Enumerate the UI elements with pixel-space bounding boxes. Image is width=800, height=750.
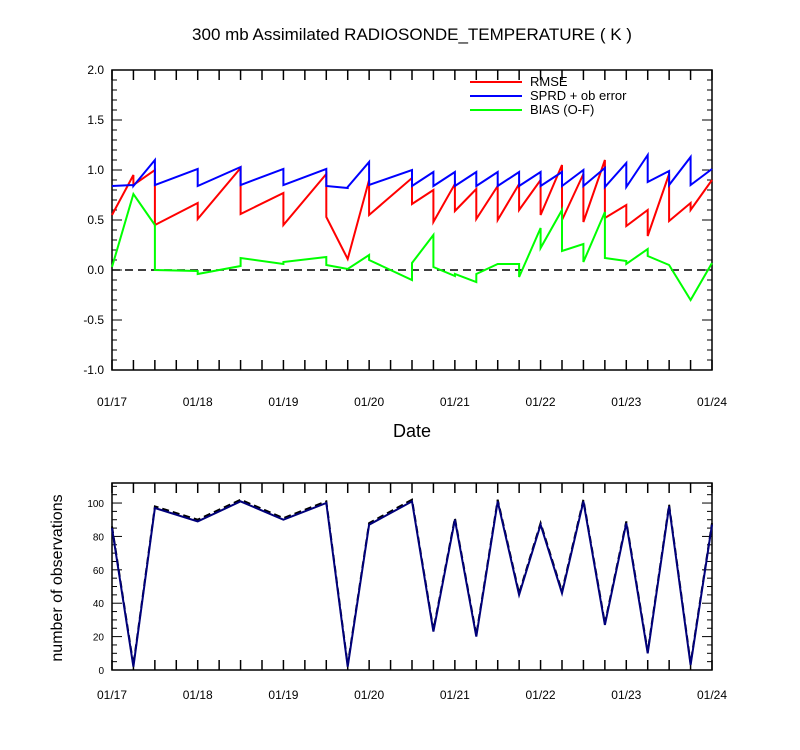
y-tick-label: 1.5 [87, 113, 104, 127]
y-tick-label: 100 [87, 499, 104, 510]
x-tick-label: 01/24 [697, 688, 727, 702]
x-tick-label: 01/19 [268, 395, 298, 409]
bottom-panel: 0 20 40 60 80 100 01/17 01/18 01/19 01/20 01/21 01/… [87, 482, 727, 702]
x-axis-title: Date [393, 421, 431, 441]
x-tick-label: 01/22 [526, 395, 556, 409]
y-tick-label: -0.5 [83, 313, 104, 327]
x-tick-label: 01/17 [97, 395, 127, 409]
x-tick-label: 01/20 [354, 395, 384, 409]
x-tick-label: 01/21 [440, 395, 470, 409]
top-panel: -1.0 -0.5 0.0 0.5 1.0 1.5 2.0 01/17 01/18 01/19 01… [83, 63, 727, 409]
observations-line-dashed [111, 498, 713, 666]
y-tick-label: -1.0 [83, 363, 104, 377]
series-line-sprd-ob-error [111, 151, 713, 191]
x-tick-label: 01/18 [183, 395, 213, 409]
y-tick-label: 0 [98, 666, 104, 677]
x-tick-label: 01/22 [526, 688, 556, 702]
x-tick-label: 01/23 [611, 395, 641, 409]
x-tick-label: 01/23 [611, 688, 641, 702]
x-tick-label: 01/20 [354, 688, 384, 702]
y-tick-label: 60 [93, 566, 105, 577]
legend-label: BIAS (O-F) [530, 102, 594, 117]
y-tick-label: 40 [93, 599, 105, 610]
y-tick-label: 0.5 [87, 213, 104, 227]
x-tick-label: 01/17 [97, 688, 127, 702]
y-tick-label: 80 [93, 532, 105, 543]
series-line-bias-o-f [111, 191, 713, 302]
chart-title: 300 mb Assimilated RADIOSONDE_TEMPERATUR… [192, 25, 632, 44]
y-axis-title-observations: number of observations [49, 494, 66, 661]
plot-frame [111, 69, 713, 371]
legend-label: RMSE [530, 74, 568, 89]
y-tick-label: 0.0 [87, 263, 104, 277]
x-tick-label: 01/19 [268, 688, 298, 702]
y-tick-label: 2.0 [87, 63, 104, 77]
legend-label: SPRD + ob error [530, 88, 627, 103]
y-tick-label: 20 [93, 633, 105, 644]
observations-line-solid [111, 499, 713, 667]
y-tick-label: 1.0 [87, 163, 104, 177]
x-tick-label: 01/18 [183, 688, 213, 702]
x-tick-label: 01/24 [697, 395, 727, 409]
x-tick-label: 01/21 [440, 688, 470, 702]
plot-frame [111, 482, 713, 671]
